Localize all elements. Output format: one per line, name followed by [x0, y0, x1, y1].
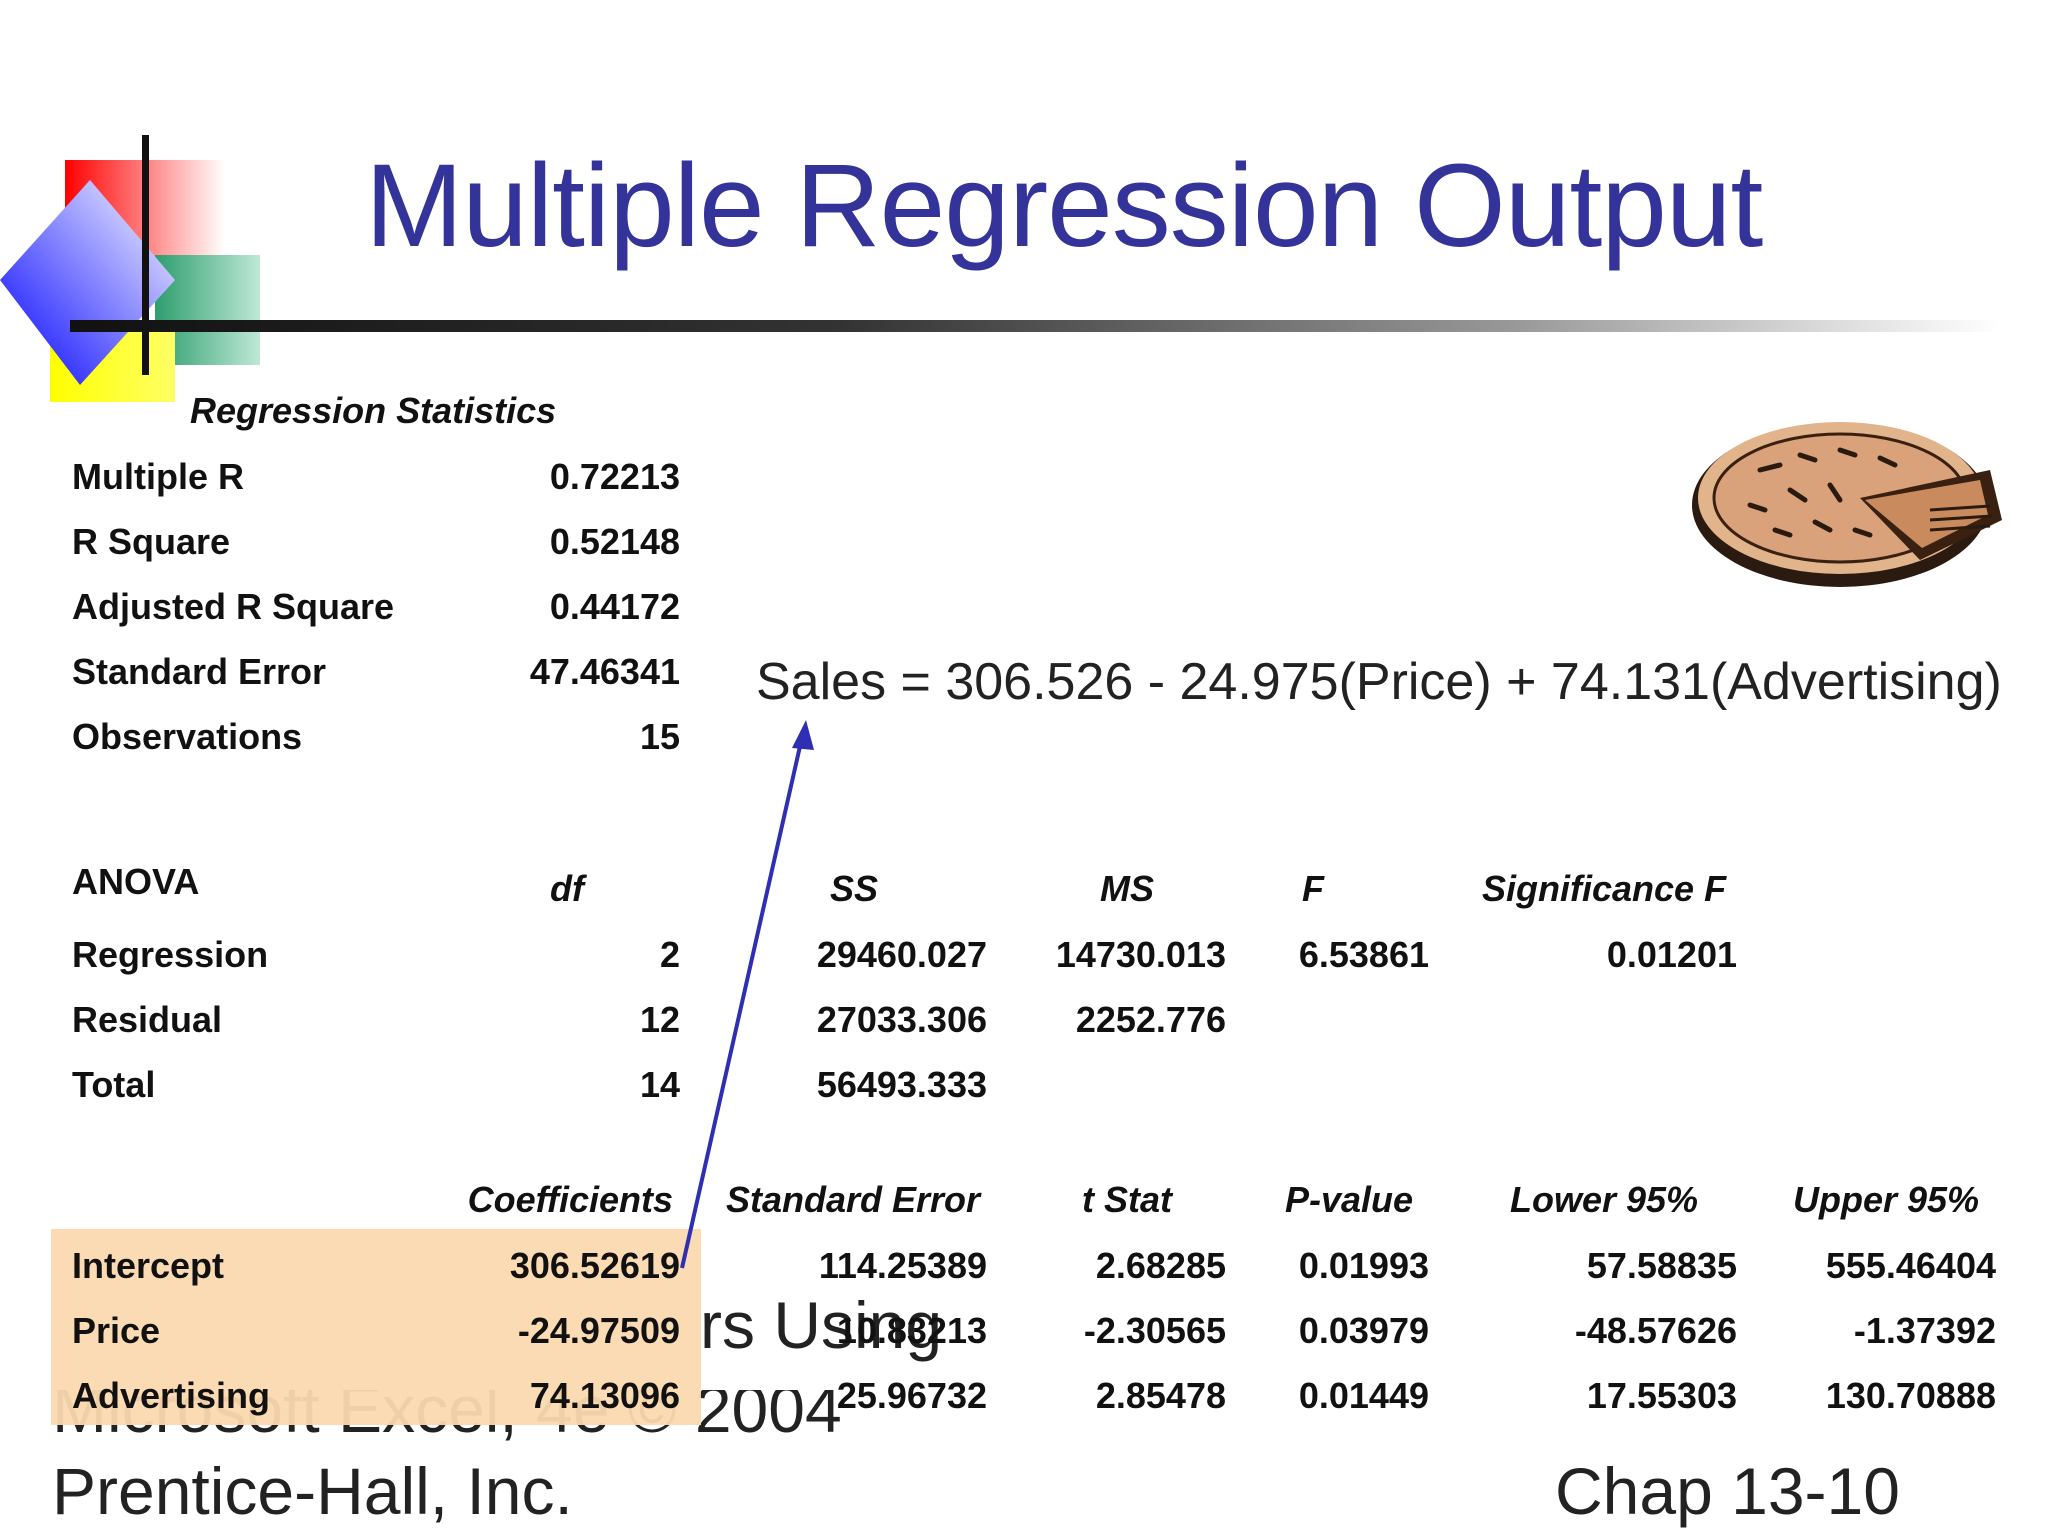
anova-ss: 29460.027: [816, 934, 987, 975]
coef-col-header: Lower 95%: [1510, 1179, 1699, 1220]
coef-value: 306.52619: [509, 1245, 680, 1286]
coef-upper-95: 130.70888: [1825, 1375, 1996, 1416]
stat-value: 0.72213: [549, 456, 680, 497]
anova-ss: 27033.306: [816, 999, 987, 1040]
footer-slide-number: Chap 13-10: [1555, 1454, 1900, 1528]
coef-standard-error: 25.96732: [836, 1375, 987, 1416]
anova-col-header: df: [550, 868, 584, 909]
coef-t-stat: 2.68285: [1095, 1245, 1226, 1286]
stat-value: 15: [639, 716, 680, 757]
coef-col-header: P-value: [1285, 1179, 1414, 1220]
coef-row-label: Intercept: [72, 1245, 225, 1286]
anova-ms: 2252.776: [1075, 999, 1226, 1040]
coef-value: -24.97509: [517, 1310, 680, 1351]
anova-significance-f: 0.01201: [1606, 934, 1737, 975]
coef-col-header: Standard Error: [726, 1179, 981, 1220]
template-logo-icon: [0, 135, 260, 402]
title-divider: [70, 320, 2000, 332]
anova-ss: 56493.333: [816, 1064, 987, 1105]
coef-p-value: 0.01993: [1298, 1245, 1429, 1286]
stat-label: Standard Error: [72, 651, 327, 692]
coef-lower-95: 17.55303: [1586, 1375, 1737, 1416]
coef-standard-error: 10.83213: [836, 1310, 987, 1351]
coef-lower-95: -48.57626: [1574, 1310, 1737, 1351]
coef-col-header: Coefficients: [467, 1179, 673, 1220]
anova-col-header: F: [1302, 868, 1324, 909]
anova-df: 12: [639, 999, 680, 1040]
footer-left-line2: Prentice-Hall, Inc.: [52, 1454, 573, 1528]
coef-upper-95: -1.37392: [1853, 1310, 1996, 1351]
coef-p-value: 0.01449: [1298, 1375, 1429, 1416]
anova-col-header: Significance F: [1482, 868, 1727, 909]
pie-icon: [1692, 422, 2002, 587]
coef-t-stat: 2.85478: [1095, 1375, 1226, 1416]
anova-ms: 14730.013: [1055, 934, 1226, 975]
slide-title: Multiple Regression Output: [365, 140, 1763, 272]
coef-row-label: Advertising: [72, 1375, 271, 1416]
coef-t-stat: -2.30565: [1083, 1310, 1226, 1351]
coef-col-header: t Stat: [1082, 1179, 1172, 1220]
anova-row-label: Total: [72, 1064, 156, 1105]
anova-row-label: Residual: [72, 999, 223, 1040]
coef-p-value: 0.03979: [1298, 1310, 1429, 1351]
coefficients-highlight: [51, 1229, 701, 1425]
regression-equation: Sales = 306.526 - 24.975(Price) + 74.131…: [756, 653, 2002, 711]
stat-value: 0.44172: [549, 586, 680, 627]
anova-row-label: Regression: [72, 934, 269, 975]
stat-label: R Square: [72, 521, 231, 562]
stat-label: Adjusted R Square: [72, 586, 395, 627]
stat-value: 47.46341: [529, 651, 680, 692]
anova-df: 14: [639, 1064, 680, 1105]
regression-statistics-header: Regression Statistics: [190, 390, 557, 431]
anova-f: 6.53861: [1298, 934, 1429, 975]
coef-col-header: Upper 95%: [1793, 1179, 1980, 1220]
coef-standard-error: 114.25389: [818, 1245, 987, 1286]
coef-value: 74.13096: [529, 1375, 680, 1416]
anova-col-header: SS: [830, 868, 879, 909]
stat-label: Observations: [72, 716, 303, 757]
stat-label: Multiple R: [72, 456, 244, 497]
anova-df: 2: [659, 934, 680, 975]
anova-header: ANOVA: [72, 861, 200, 902]
anova-col-header: MS: [1100, 868, 1154, 909]
footer-text-fragment: rs Using: [700, 1288, 943, 1362]
coef-lower-95: 57.58835: [1586, 1245, 1737, 1286]
coef-upper-95: 555.46404: [1825, 1245, 1996, 1286]
stat-value: 0.52148: [549, 521, 680, 562]
coef-row-label: Price: [72, 1310, 161, 1351]
